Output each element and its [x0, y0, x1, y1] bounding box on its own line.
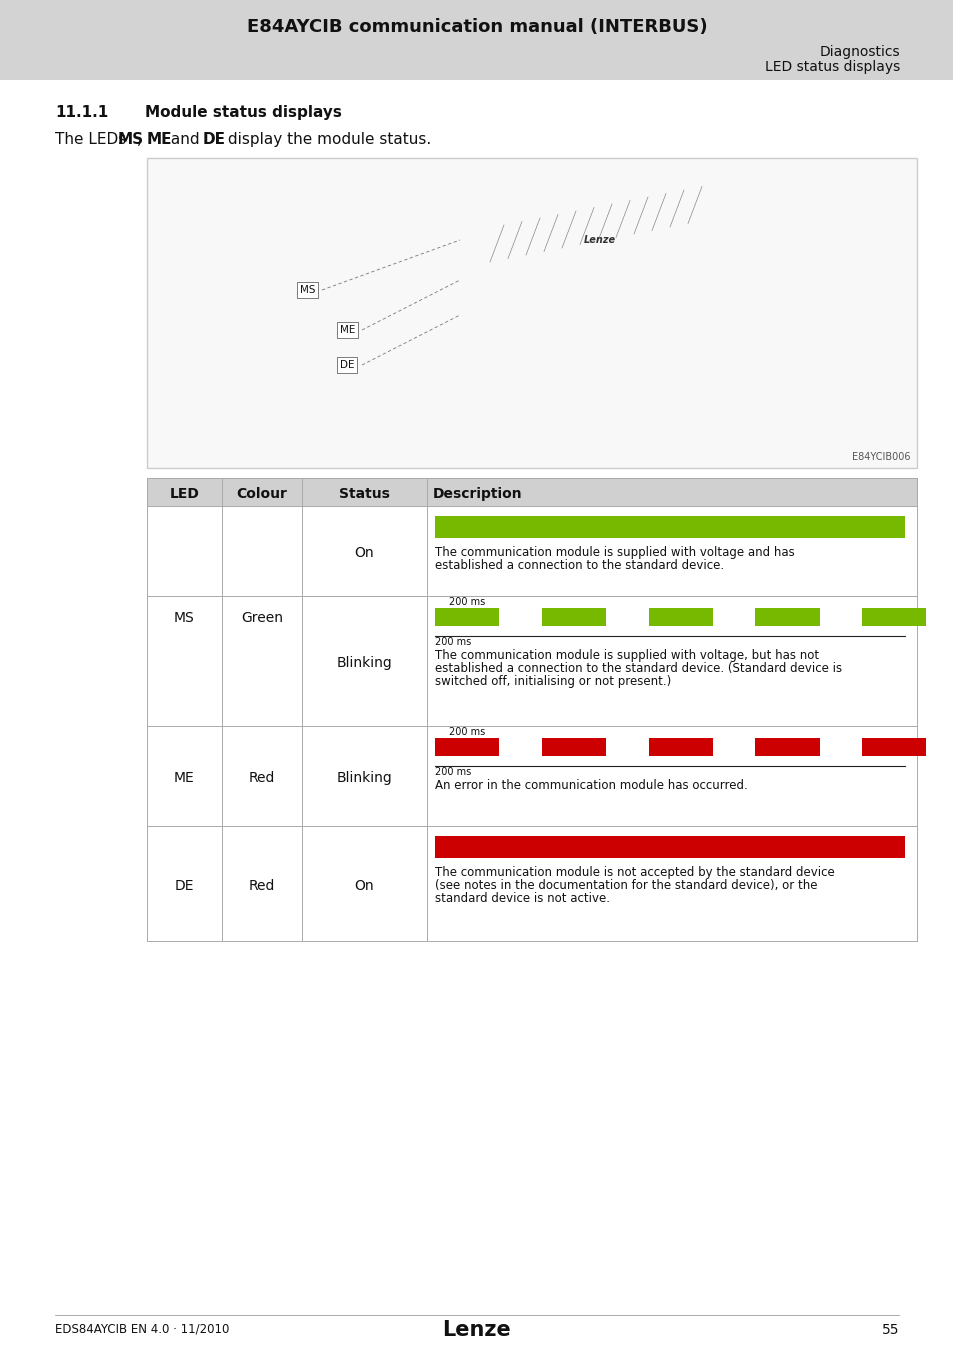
Text: Red: Red [249, 771, 274, 784]
Bar [644, 350, 675, 369]
Bar [639, 320, 679, 400]
Text: On: On [355, 545, 374, 560]
Text: Green: Green [241, 612, 283, 625]
Text: DE: DE [203, 132, 226, 147]
Text: 200 ms: 200 ms [435, 637, 471, 647]
Text: 200 ms: 200 ms [435, 767, 471, 778]
Text: E84AYCIB communication manual (INTERBUS): E84AYCIB communication manual (INTERBUS) [247, 18, 706, 36]
Bar [435, 738, 498, 756]
Text: MS: MS [118, 132, 144, 147]
Bar [862, 738, 925, 756]
Text: Colour: Colour [236, 487, 287, 501]
Text: ME: ME [174, 771, 194, 784]
Bar [541, 738, 605, 756]
Text: Lenze: Lenze [442, 1320, 511, 1341]
Text: On: On [355, 879, 374, 892]
Bar [375, 239, 410, 256]
Bar [375, 265, 410, 282]
Bar [755, 608, 819, 626]
Bar [416, 315, 452, 332]
Text: MS: MS [299, 285, 315, 296]
Text: Module status displays: Module status displays [145, 105, 341, 120]
Bar [147, 726, 916, 826]
Bar [370, 230, 459, 340]
Text: LED status displays: LED status displays [764, 59, 899, 74]
Text: Lenze: Lenze [583, 235, 616, 244]
Text: 55: 55 [881, 1323, 898, 1336]
Text: An error in the communication module has occurred.: An error in the communication module has… [435, 779, 747, 792]
Text: switched off, initialising or not present.): switched off, initialising or not presen… [435, 675, 671, 688]
Text: established a connection to the standard device.: established a connection to the standard… [435, 559, 723, 572]
Text: and: and [166, 132, 204, 147]
Text: established a connection to the standard device. (Standard device is: established a connection to the standard… [435, 662, 841, 675]
Bar [416, 265, 452, 282]
Polygon shape [479, 220, 709, 270]
Bar [644, 325, 675, 344]
Text: Diagnostics: Diagnostics [819, 45, 899, 59]
Bar [541, 608, 605, 626]
Bar [862, 608, 925, 626]
Bar [0, 0, 953, 80]
Text: (see notes in the documentation for the standard device), or the: (see notes in the documentation for the … [435, 879, 817, 892]
Bar [648, 738, 712, 756]
Text: 200 ms: 200 ms [449, 728, 485, 737]
Text: DE: DE [339, 360, 355, 370]
Text: 200 ms: 200 ms [449, 597, 485, 608]
Text: DE: DE [174, 879, 194, 892]
Text: MS: MS [174, 612, 194, 625]
Text: 11.1.1: 11.1.1 [55, 105, 108, 120]
Text: Blinking: Blinking [336, 656, 392, 670]
Bar [416, 289, 452, 306]
Text: The communication module is not accepted by the standard device: The communication module is not accepted… [435, 865, 834, 879]
Polygon shape [639, 220, 709, 400]
Bar [435, 608, 498, 626]
Bar [435, 516, 904, 539]
Text: Status: Status [338, 487, 390, 501]
Text: Description: Description [433, 487, 522, 501]
Bar [479, 270, 639, 400]
Text: The communication module is supplied with voltage, but has not: The communication module is supplied wit… [435, 649, 819, 662]
Text: EDS84AYCIB EN 4.0 · 11/2010: EDS84AYCIB EN 4.0 · 11/2010 [55, 1323, 229, 1336]
Text: ME: ME [147, 132, 172, 147]
Bar [435, 836, 904, 859]
Bar [416, 239, 452, 256]
Bar [375, 289, 410, 306]
Text: standard device is not active.: standard device is not active. [435, 892, 609, 904]
Bar [147, 478, 916, 506]
Text: Blinking: Blinking [336, 771, 392, 784]
Text: ME: ME [339, 325, 355, 335]
Text: Red: Red [249, 879, 274, 892]
Text: LED: LED [170, 487, 199, 501]
Bar [147, 506, 916, 726]
Text: E84YCIB006: E84YCIB006 [852, 452, 910, 462]
Bar [644, 374, 675, 392]
Bar [147, 826, 916, 941]
Text: display the module status.: display the module status. [223, 132, 431, 147]
Bar [755, 738, 819, 756]
Text: ,: , [137, 132, 147, 147]
Bar [147, 158, 916, 468]
Bar [375, 315, 410, 332]
Bar [648, 608, 712, 626]
Text: The LEDs: The LEDs [55, 132, 131, 147]
Text: The communication module is supplied with voltage and has: The communication module is supplied wit… [435, 545, 794, 559]
